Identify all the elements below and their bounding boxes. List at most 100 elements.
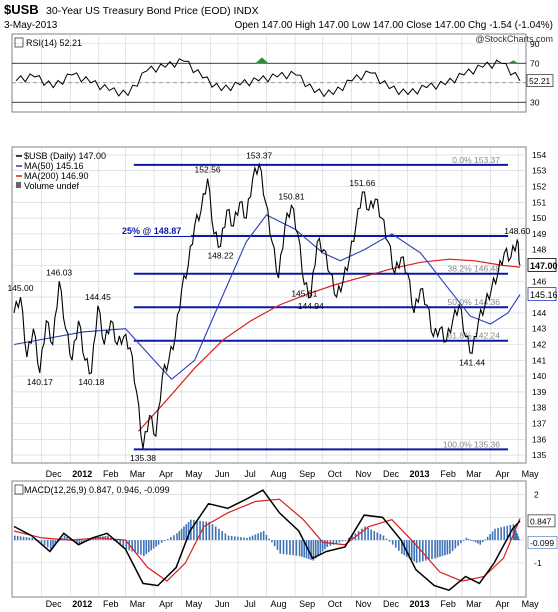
macd-histogram-bar [14, 535, 16, 541]
macd-histogram-bar [449, 540, 451, 554]
watermark: @StockCharts.com [475, 34, 553, 44]
macd-x-tick-label: Sep [299, 599, 315, 609]
retracement-label: 61.8% 142.24 [448, 331, 501, 341]
price-annotation: 152.56 [195, 165, 221, 175]
price-x-tick-label: 2012 [72, 469, 92, 479]
macd-histogram-bar [205, 521, 208, 541]
price-annotation: 140.17 [27, 377, 53, 387]
macd-histogram-bar [257, 533, 259, 541]
macd-histogram-bar [382, 535, 385, 541]
macd-last-value-box [527, 514, 556, 528]
macd-histogram-bar [446, 540, 449, 555]
macd-histogram-bar [439, 540, 441, 557]
macd-histogram-bar [230, 535, 233, 541]
macd-histogram-bar [295, 540, 298, 556]
macd-x-tick-label: Dec [46, 599, 63, 609]
price-legend: MA(200) 146.90 [24, 171, 89, 181]
macd-histogram-bar [137, 540, 139, 554]
price-annotation: 151.66 [349, 178, 375, 188]
macd-x-tick-label: 2012 [72, 599, 92, 609]
rsi-legend: RSI(14) 52.21 [26, 38, 82, 48]
macd-histogram-bar [506, 525, 509, 541]
macd-histogram-bar [310, 540, 312, 560]
macd-histogram-bar [240, 537, 242, 541]
price-tick-label: 148 [532, 245, 546, 255]
macd-line [13, 489, 521, 592]
price-x-tick-label: 2013 [410, 469, 430, 479]
macd-histogram-bar [221, 531, 223, 541]
ma50-line [13, 214, 521, 381]
price-annotation: 153.37 [246, 150, 272, 160]
macd-x-tick-label: May [185, 599, 203, 609]
macd-histogram-bar [516, 533, 518, 541]
macd-histogram-bar [243, 537, 245, 541]
macd-histogram-bar [477, 540, 479, 544]
price-x-tick-label: Dec [383, 469, 400, 479]
macd-histogram-bar [454, 540, 457, 549]
price-tick-label: 151 [532, 197, 546, 207]
price-x-tick-label: Oct [328, 469, 343, 479]
macd-histogram-bar [152, 540, 155, 549]
macd-histogram-bar [394, 540, 397, 548]
macd-histogram-bar [517, 536, 520, 541]
price-tick-label: 141 [532, 355, 546, 365]
macd-histogram-bar [319, 540, 322, 554]
macd-histogram-bar [180, 528, 183, 541]
rsi-panel-frame [11, 33, 527, 113]
macd-histogram-bar [351, 535, 353, 541]
macd-histogram-bar [474, 540, 477, 543]
macd-histogram-bar [413, 540, 415, 562]
price-annotation: 135.38 [130, 453, 156, 463]
macd-hist-last-value: -0.099 [530, 538, 554, 548]
price-tick-label: 136 [532, 434, 546, 444]
macd-histogram-bar [211, 524, 214, 541]
macd-histogram-bar [441, 540, 444, 557]
ma50-last-value-box [527, 287, 557, 301]
macd-histogram-bar [16, 535, 19, 541]
price-x-tick-label: Mar [130, 469, 146, 479]
macd-histogram-bar [224, 533, 227, 541]
macd-x-tick-label: Mar [466, 599, 482, 609]
macd-histogram-bar [285, 540, 288, 555]
macd-histogram-bar [289, 540, 291, 555]
macd-histogram-bar [434, 540, 436, 559]
macd-histogram-bar [431, 540, 433, 560]
macd-histogram-bar [500, 527, 502, 541]
macd-histogram-bar [273, 540, 276, 547]
price-tick-label: 154 [532, 150, 546, 160]
macd-histogram-bar [157, 540, 160, 545]
price-annotation: 148.60 [504, 226, 530, 236]
price-annotation: 148.22 [207, 251, 233, 261]
macd-histogram-bar [66, 537, 68, 541]
macd-histogram-bar [260, 532, 262, 541]
price-tick-label: 152 [532, 182, 546, 192]
price-x-tick-label: Jul [244, 469, 256, 479]
macd-histogram-bar [391, 540, 394, 545]
macd-histogram-bar [92, 537, 94, 541]
macd-histogram-bar [489, 534, 491, 541]
retracement-label: 38.2% 146.48 [448, 264, 501, 274]
macd-histogram-bar [25, 537, 28, 541]
macd-histogram-bar [425, 540, 427, 561]
macd-histogram-bar [364, 526, 366, 541]
macd-histogram-bar [410, 540, 413, 560]
macd-histogram-bar [63, 535, 66, 541]
macd-histogram-bar [251, 535, 254, 541]
macd-histogram-bar [199, 520, 201, 541]
price-x-tick-label: Nov [355, 469, 372, 479]
macd-histogram-bar [22, 536, 25, 541]
macd-histogram-bar [271, 540, 273, 543]
x-axis-labels: Dec Dec 2012 2012 Feb Feb Mar Mar Apr Apr May May Ju… [46, 469, 540, 609]
macd-histogram-bar [376, 532, 379, 541]
macd-histogram-bar [462, 540, 465, 541]
macd-histogram-bar [170, 537, 172, 541]
macd-histogram-bar [401, 540, 403, 554]
price-x-tick-label: Sep [299, 469, 315, 479]
macd-histogram-bar [415, 540, 418, 563]
macd-x-tick-label: Nov [355, 599, 372, 609]
macd-x-tick-label: Feb [440, 599, 456, 609]
price-annotation: 150.81 [278, 191, 304, 201]
macd-histogram-bar [494, 528, 496, 541]
macd-histogram-bar [301, 540, 303, 557]
macd-histogram-bar [406, 540, 408, 557]
